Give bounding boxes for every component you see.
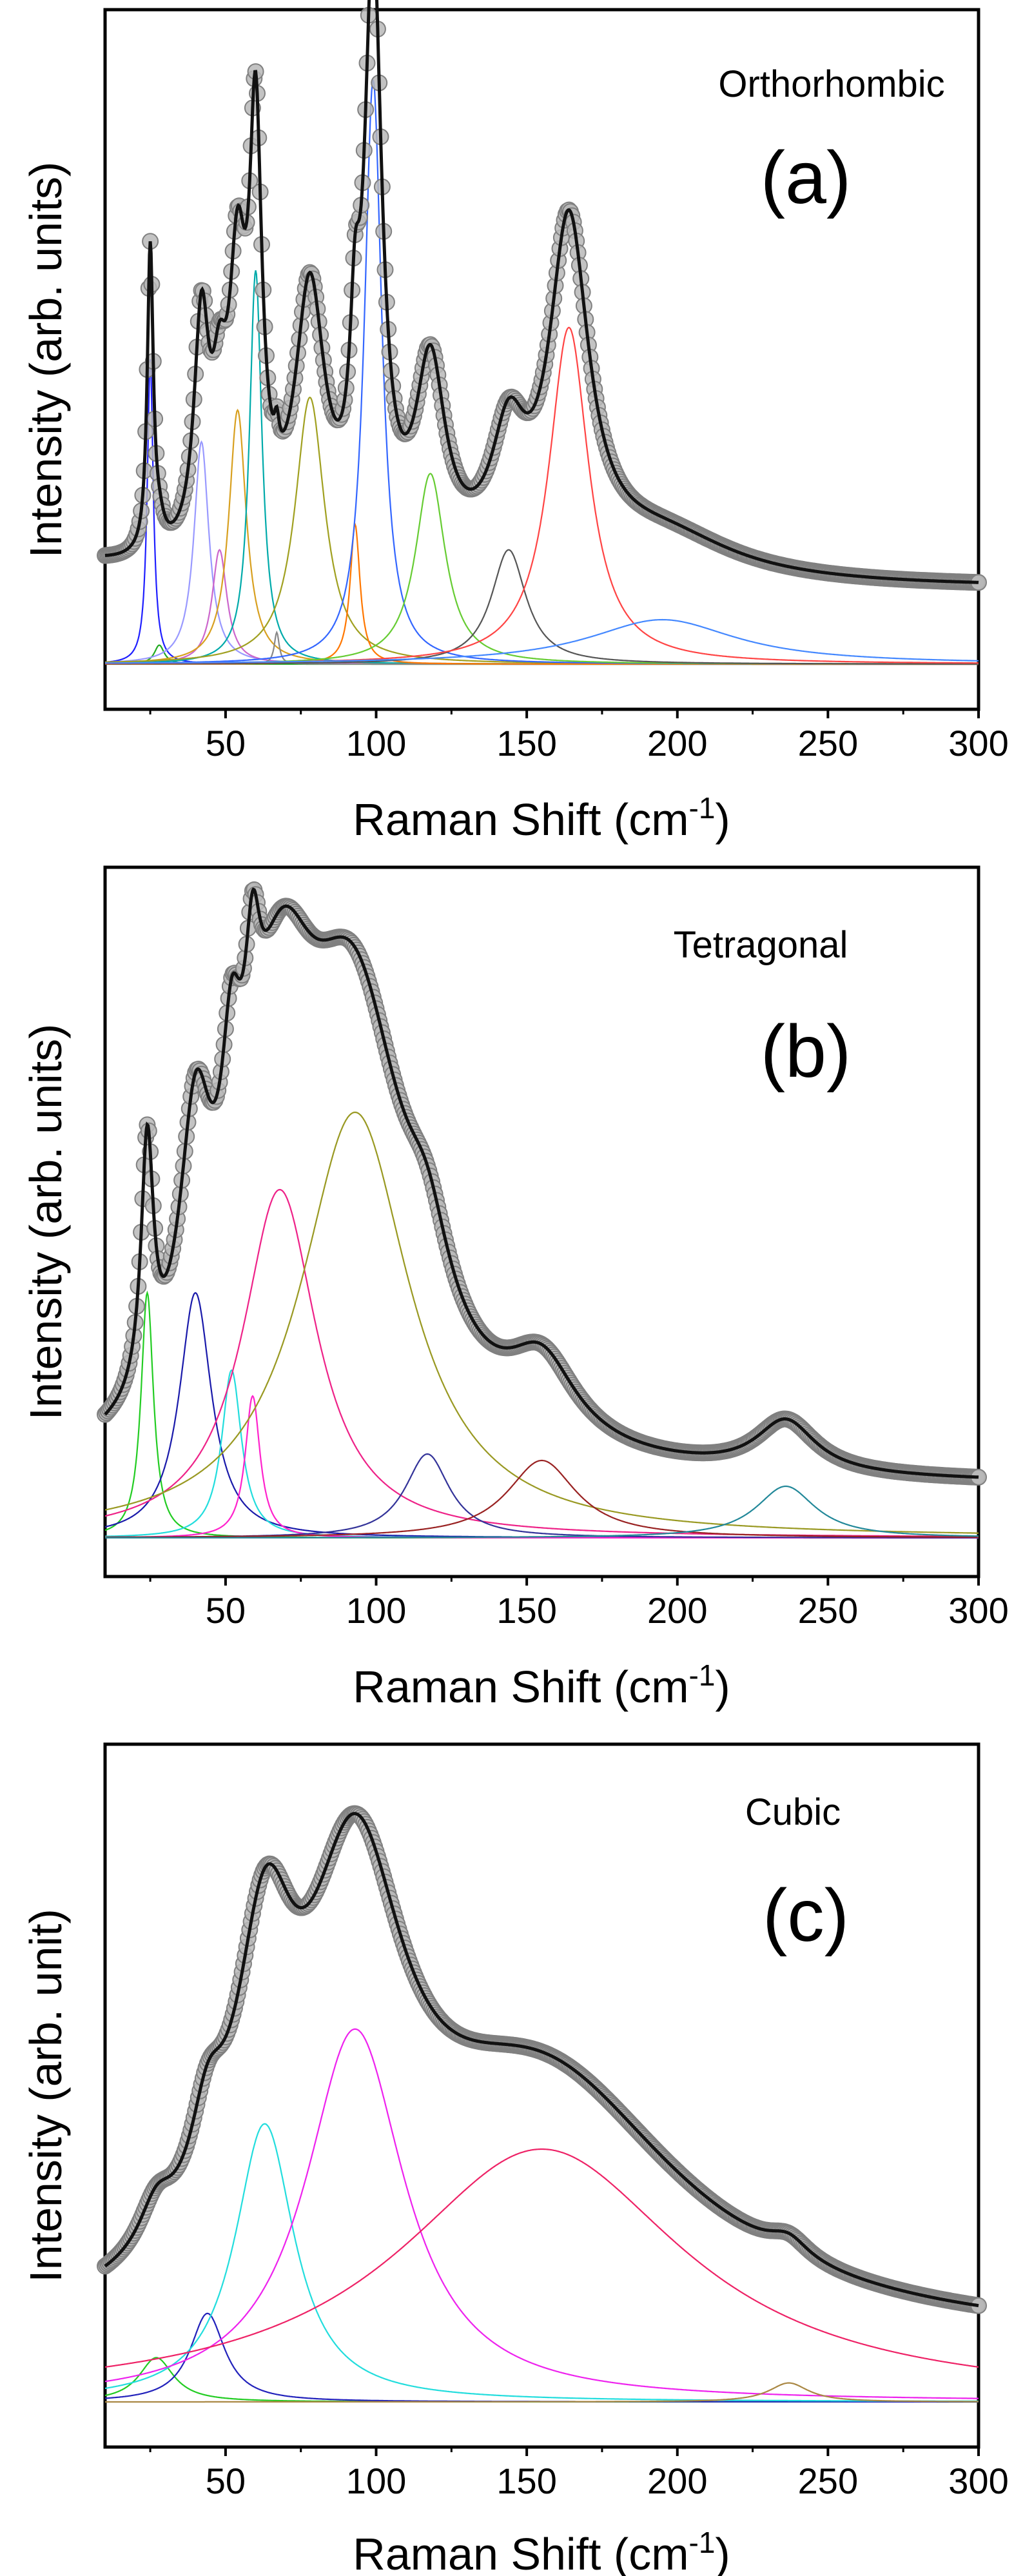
panel-b-component-peak-8 bbox=[105, 1459, 979, 1538]
panel-a-x-tick-label: 50 bbox=[206, 723, 246, 763]
panel-c-component-peak-4 bbox=[104, 2028, 979, 2399]
panel-b-x-label-tail: ) bbox=[715, 1662, 730, 1712]
panel-a-total-fit-line bbox=[104, 0, 979, 584]
panel-c-x-label-main: Raman Shift (cm bbox=[353, 2529, 688, 2576]
panel-a-frame bbox=[103, 8, 980, 711]
panel-c-x-label: Raman Shift (cm-1) bbox=[353, 2526, 730, 2576]
panel-a-component-peak-9 bbox=[105, 522, 979, 665]
panel-a-component-peak-14 bbox=[105, 618, 979, 664]
panel-b-component-peak-9 bbox=[105, 1485, 979, 1539]
panel-a-component-peak-5 bbox=[105, 408, 979, 665]
panel-c-data-points bbox=[97, 1805, 987, 2314]
panel-a-x-tick-label: 250 bbox=[798, 723, 858, 763]
panel-c-frame bbox=[103, 1742, 980, 2449]
panel-c-x-tick-label: 200 bbox=[647, 2461, 707, 2501]
panel-c-x-label-sup: -1 bbox=[689, 2526, 716, 2559]
panel-a-x-label: Raman Shift (cm-1) bbox=[353, 791, 730, 845]
panel-b-x-tick-label: 300 bbox=[948, 1590, 1008, 1631]
panel-a-x-ticks: 50 100 150 200 250 300 bbox=[149, 709, 1009, 763]
panel-b-component-peak-1 bbox=[104, 1290, 979, 1539]
panel-c-component-peak-3 bbox=[104, 2123, 979, 2402]
panel-c-x-tick-label: 50 bbox=[206, 2461, 246, 2501]
panel-c-component-peak-1 bbox=[104, 2357, 979, 2403]
panel-a-component-peak-12 bbox=[105, 549, 979, 665]
panel-b-x-label-main: Raman Shift (cm bbox=[353, 1662, 688, 1712]
panel-a-x-tick-label: 300 bbox=[948, 723, 1008, 763]
panel-c-component-peak-6 bbox=[105, 2382, 979, 2403]
panel-c-x-label-tail: ) bbox=[715, 2529, 730, 2576]
panel-b-frame bbox=[103, 865, 980, 1578]
panel-b-x-ticks: 50 100 150 200 250 300 bbox=[149, 1577, 1009, 1631]
panel-a-component-peak-8 bbox=[105, 397, 979, 665]
panel-c-x-tick-label: 150 bbox=[496, 2461, 556, 2501]
panel-a-x-tick-label: 150 bbox=[496, 723, 556, 763]
panel-c-component-peak-5 bbox=[104, 2148, 979, 2368]
panel-a-x-tick-label: 200 bbox=[647, 723, 707, 763]
panel-b: 50 100 150 200 250 300 Tetragonal (b) Intensi… bbox=[21, 865, 1009, 1712]
panel-a: 50 100 150 200 250 300 Orthorhombic (a) Inten… bbox=[21, 0, 1009, 845]
panel-c-x-tick-label: 100 bbox=[346, 2461, 406, 2501]
panel-c-y-label: Intensity (arb. unit) bbox=[21, 1909, 71, 2283]
panel-a-x-label-sup: -1 bbox=[689, 791, 716, 825]
panel-b-y-label: Intensity (arb. units) bbox=[21, 1024, 71, 1421]
panel-b-letter: (b) bbox=[761, 1010, 852, 1093]
panel-b-phase-label: Tetragonal bbox=[674, 924, 848, 966]
panel-b-component-peak-6 bbox=[104, 1111, 979, 1534]
panel-b-x-tick-label: 100 bbox=[346, 1590, 406, 1631]
panel-b-data-points bbox=[97, 881, 987, 1486]
panel-b-component-peak-2 bbox=[104, 1292, 979, 1539]
panel-a-x-label-main: Raman Shift (cm bbox=[353, 794, 688, 845]
panel-a-x-tick-label: 100 bbox=[346, 723, 406, 763]
panel-c-x-ticks: 50 100 150 200 250 300 bbox=[149, 2447, 1009, 2501]
panel-c-phase-label: Cubic bbox=[745, 1791, 841, 1833]
panel-c-letter: (c) bbox=[763, 1874, 849, 1957]
panel-b-x-tick-label: 150 bbox=[496, 1590, 556, 1631]
panel-c-x-tick-label: 250 bbox=[798, 2461, 858, 2501]
panel-a-y-label: Intensity (arb. units) bbox=[21, 162, 71, 558]
panel-c-plot bbox=[97, 1805, 987, 2403]
panel-a-x-label-tail: ) bbox=[715, 794, 730, 845]
panel-c-x-tick-label: 300 bbox=[948, 2461, 1008, 2501]
panel-b-x-tick-label: 50 bbox=[206, 1590, 246, 1631]
panel-b-x-tick-label: 200 bbox=[647, 1590, 707, 1631]
panel-a-letter: (a) bbox=[761, 137, 852, 219]
panel-c: 50 100 150 200 250 300 Cubic (c) Intensity (a… bbox=[21, 1742, 1009, 2576]
panel-b-component-peak-5 bbox=[104, 1188, 979, 1537]
panel-b-plot bbox=[97, 881, 987, 1539]
panel-a-plot bbox=[97, 0, 987, 665]
panel-a-component-peak-6 bbox=[105, 270, 979, 665]
panel-b-x-label: Raman Shift (cm-1) bbox=[353, 1658, 730, 1712]
panel-b-x-tick-label: 250 bbox=[798, 1590, 858, 1631]
panel-a-phase-label: Orthorhombic bbox=[718, 63, 944, 105]
panel-b-total-fit-line bbox=[104, 887, 979, 1479]
panel-b-x-label-sup: -1 bbox=[689, 1658, 716, 1692]
